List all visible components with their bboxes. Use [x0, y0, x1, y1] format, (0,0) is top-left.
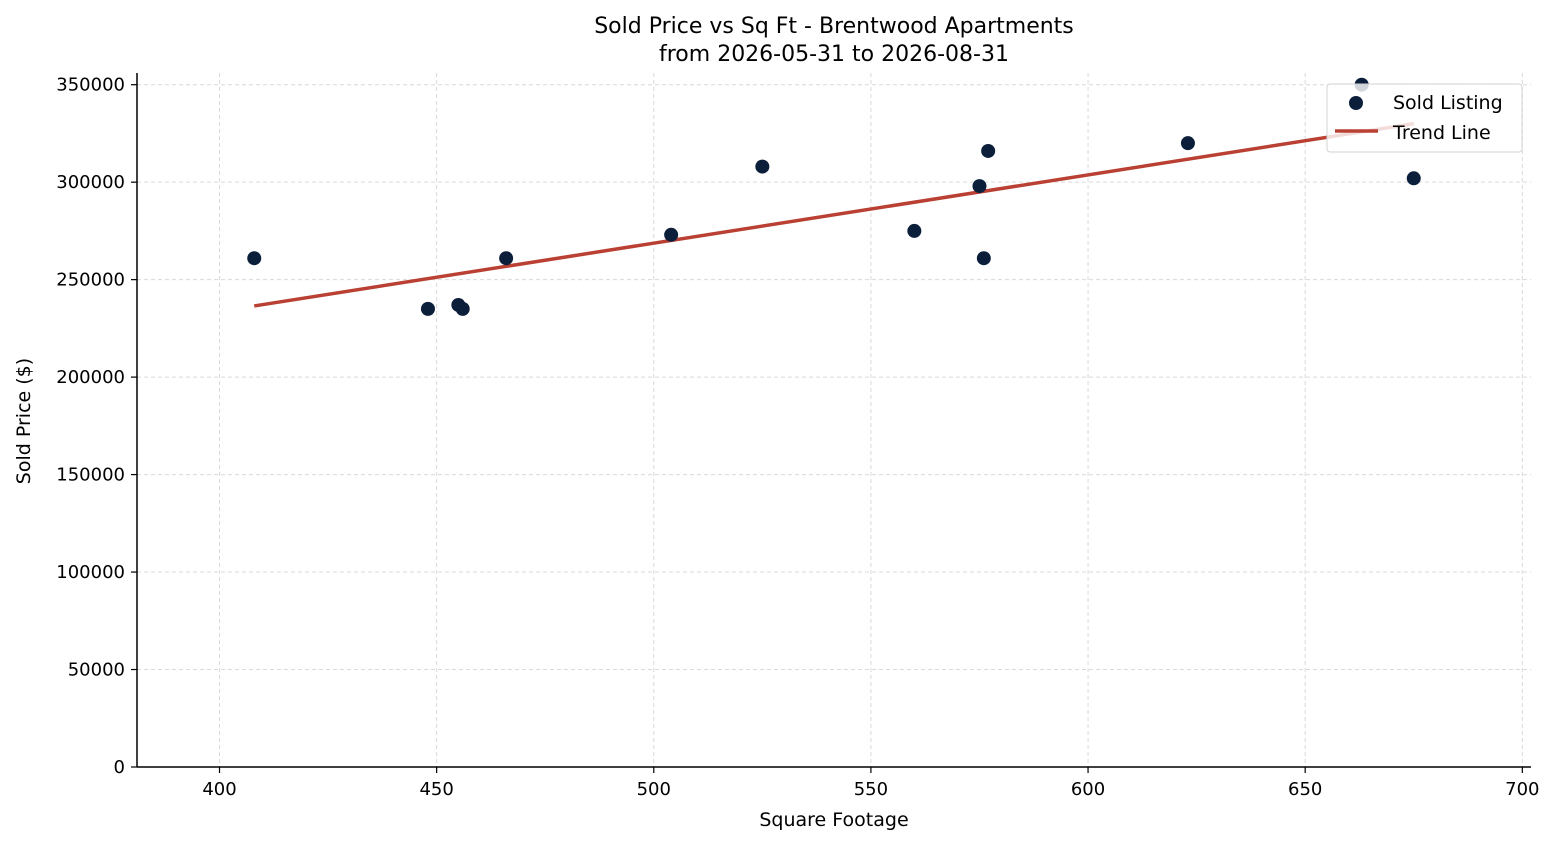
axes — [136, 73, 1531, 768]
grid-lines — [137, 73, 1531, 767]
x-axis-label: Square Footage — [759, 809, 908, 831]
x-tick-label: 650 — [1288, 779, 1322, 800]
scatter-point — [1406, 171, 1421, 186]
chart-subtitle: from 2026-05-31 to 2026-08-31 — [659, 42, 1009, 67]
legend-scatter-marker — [1349, 96, 1363, 110]
scatter-point — [1180, 136, 1195, 151]
y-tick-label: 200000 — [56, 367, 125, 388]
x-tick-label: 500 — [637, 779, 671, 800]
scatter-point — [972, 179, 987, 194]
y-tick-label: 50000 — [68, 660, 125, 681]
scatter-point — [499, 251, 514, 266]
scatter-point — [976, 251, 991, 266]
scatter-point — [247, 251, 262, 266]
x-tick-label: 450 — [419, 779, 453, 800]
y-tick-label: 100000 — [56, 562, 125, 583]
scatter-point — [755, 159, 770, 174]
chart-title: Sold Price vs Sq Ft - Brentwood Apartmen… — [594, 14, 1074, 39]
x-tick-label: 600 — [1071, 779, 1105, 800]
x-tick-label: 550 — [854, 779, 888, 800]
trend-line-layer — [253, 121, 1415, 308]
legend: Sold Listing Trend Line — [1326, 83, 1523, 153]
y-tick-label: 350000 — [56, 75, 125, 96]
y-tick-label: 250000 — [56, 270, 125, 291]
scatter-point — [907, 223, 922, 238]
scatter-point — [981, 143, 996, 158]
legend-box — [1326, 83, 1523, 153]
scatter-point — [420, 301, 435, 316]
trend-line — [253, 121, 1415, 308]
y-tick-label: 300000 — [56, 172, 125, 193]
tick-labels: 400 450 500 550 600 650 700 0 50000 100000 150000 2… — [56, 75, 1539, 800]
x-tick-label: 700 — [1505, 779, 1539, 800]
y-tick-label: 0 — [114, 757, 125, 778]
legend-label-sold-listing: Sold Listing — [1393, 92, 1503, 114]
legend-label-trend-line: Trend Line — [1392, 122, 1491, 144]
y-tick-label: 150000 — [56, 465, 125, 486]
scatter-point — [455, 301, 470, 316]
x-tick-label: 400 — [202, 779, 236, 800]
scatter-point — [664, 227, 679, 242]
y-axis-label: Sold Price ($) — [13, 358, 35, 484]
